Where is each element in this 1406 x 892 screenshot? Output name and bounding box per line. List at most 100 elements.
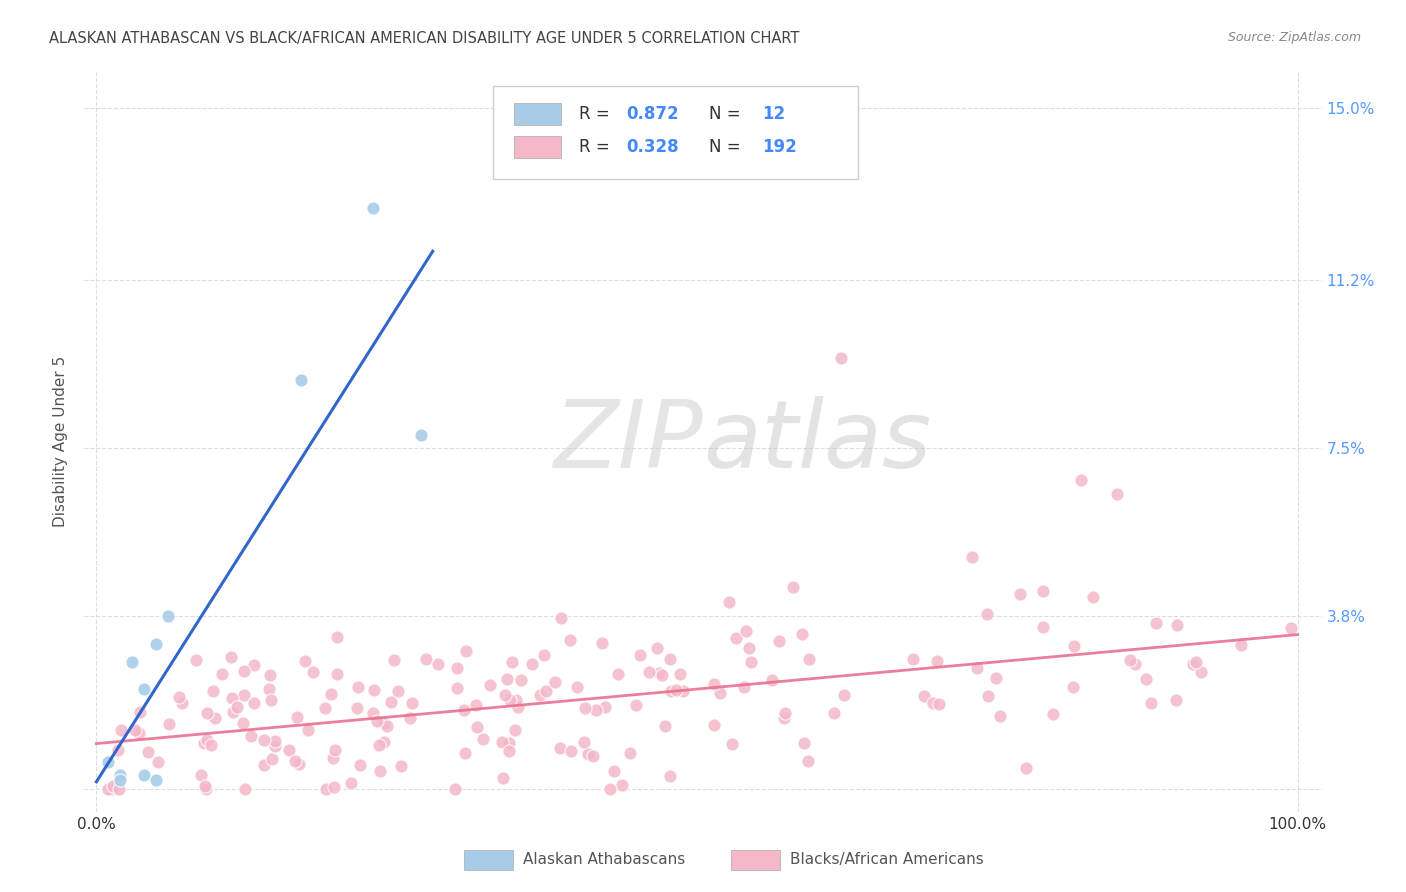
Point	[361, 201, 384, 215]
Point	[576, 747, 599, 762]
Point	[1166, 693, 1188, 707]
Point	[195, 733, 218, 747]
Point	[326, 667, 349, 681]
Point	[302, 665, 325, 680]
Point	[550, 740, 572, 755]
Point	[1107, 487, 1129, 501]
Point	[626, 698, 648, 713]
Point	[284, 754, 307, 768]
Point	[239, 729, 262, 743]
Point	[550, 611, 572, 625]
Point	[1189, 665, 1212, 679]
Point	[574, 701, 596, 715]
Point	[243, 657, 266, 672]
Point	[221, 691, 243, 706]
Point	[921, 696, 943, 710]
Point	[145, 772, 167, 787]
Point	[134, 768, 156, 782]
Point	[472, 731, 495, 746]
Point	[260, 693, 283, 707]
Point	[628, 648, 651, 662]
Point	[928, 698, 950, 712]
Point	[184, 653, 207, 667]
Point	[110, 768, 132, 782]
Point	[501, 655, 523, 669]
Point	[314, 701, 336, 715]
Point	[454, 644, 477, 658]
Point	[671, 684, 693, 698]
Point	[446, 661, 468, 675]
Point	[572, 735, 595, 749]
Point	[146, 755, 169, 769]
Point	[315, 782, 337, 797]
Point	[253, 758, 276, 772]
Point	[491, 735, 513, 749]
Point	[606, 666, 628, 681]
Point	[366, 714, 388, 729]
Point	[927, 655, 949, 669]
Point	[340, 775, 363, 789]
Point	[368, 764, 391, 778]
Point	[167, 690, 190, 704]
Point	[832, 688, 855, 702]
Point	[288, 757, 311, 772]
Point	[603, 764, 626, 778]
Point	[361, 706, 384, 721]
Point	[170, 697, 193, 711]
Text: N =: N =	[709, 105, 747, 123]
Point	[128, 705, 150, 719]
Point	[734, 624, 756, 638]
Point	[467, 720, 489, 734]
Point	[278, 743, 301, 757]
Point	[134, 682, 156, 697]
Point	[912, 689, 935, 703]
Point	[367, 739, 389, 753]
Point	[321, 687, 343, 701]
Point	[297, 723, 319, 737]
Point	[107, 743, 129, 757]
Point	[204, 711, 226, 725]
Point	[446, 681, 468, 695]
Point	[243, 696, 266, 710]
Point	[211, 667, 233, 681]
Point	[101, 779, 124, 793]
Point	[565, 680, 588, 694]
Point	[823, 706, 845, 720]
Point	[373, 735, 395, 749]
Point	[725, 632, 748, 646]
Point	[200, 738, 222, 752]
Point	[638, 665, 661, 679]
FancyBboxPatch shape	[492, 87, 858, 178]
Point	[387, 683, 409, 698]
Point	[703, 676, 725, 690]
Point	[232, 664, 254, 678]
Text: Blacks/African Americans: Blacks/African Americans	[790, 853, 984, 867]
Point	[190, 768, 212, 782]
Point	[221, 650, 243, 665]
Point	[375, 719, 398, 733]
Point	[128, 726, 150, 740]
Point	[233, 688, 256, 702]
Point	[659, 684, 682, 698]
Point	[506, 700, 529, 714]
Point	[426, 657, 449, 671]
Point	[509, 673, 531, 687]
Point	[136, 745, 159, 759]
Point	[1014, 762, 1036, 776]
Point	[533, 648, 555, 663]
Text: 12: 12	[762, 105, 786, 123]
Point	[599, 782, 621, 797]
Point	[264, 734, 287, 748]
Text: atlas: atlas	[703, 396, 931, 487]
Point	[582, 748, 605, 763]
Point	[259, 667, 281, 681]
Point	[738, 641, 761, 656]
Point	[740, 655, 762, 669]
Text: ZIP: ZIP	[554, 396, 703, 487]
Text: R =: R =	[579, 138, 616, 156]
Point	[761, 673, 783, 687]
Point	[491, 771, 513, 785]
Point	[797, 652, 820, 666]
Point	[543, 674, 565, 689]
Point	[326, 631, 349, 645]
